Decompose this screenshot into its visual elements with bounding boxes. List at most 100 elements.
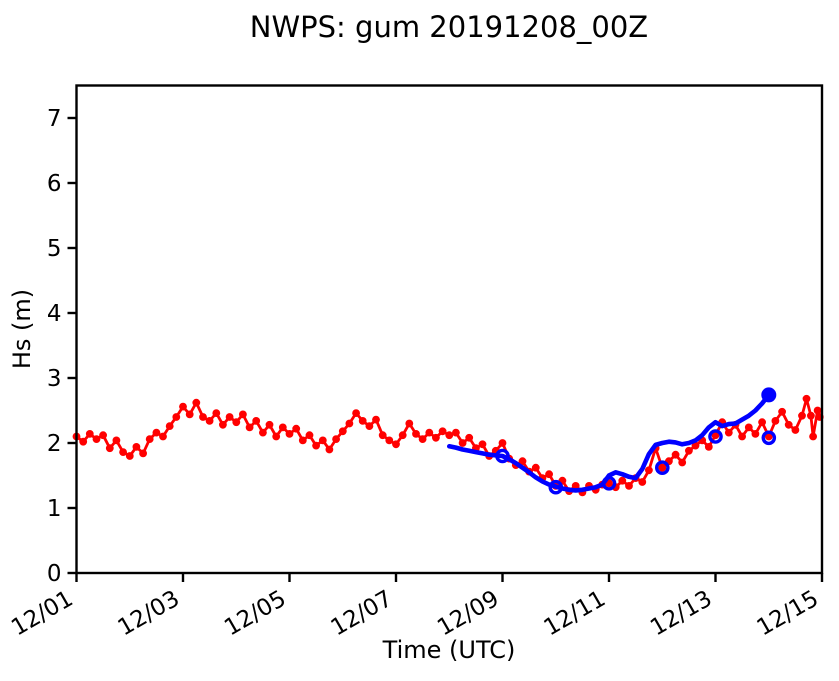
observation-point xyxy=(92,435,101,443)
model-time-marker xyxy=(495,448,510,464)
x-axis-label: Time (UTC) xyxy=(382,636,516,664)
observation-point xyxy=(219,420,227,429)
observation-point xyxy=(478,440,487,449)
observation-point xyxy=(338,427,347,436)
observation-point xyxy=(418,435,427,443)
observation-point xyxy=(638,478,647,486)
y-axis-ticks: 0 1 2 3 4 5 6 7 xyxy=(47,106,77,587)
y-tick-label: 4 xyxy=(47,301,62,327)
y-tick-label: 0 xyxy=(47,561,62,587)
observation-point xyxy=(432,433,440,442)
observation-point xyxy=(531,463,540,472)
observation-point xyxy=(618,476,627,485)
y-axis-label: Hs (m) xyxy=(8,289,36,369)
observation-point xyxy=(378,431,387,440)
model-time-marker xyxy=(761,430,777,446)
observation-point xyxy=(385,436,394,445)
y-tick-label: 5 xyxy=(47,236,62,262)
observation-point xyxy=(445,431,454,440)
observation-point xyxy=(771,417,780,425)
observation-point xyxy=(112,436,121,445)
observation-point xyxy=(305,431,314,440)
observation-point xyxy=(809,432,817,441)
x-tick-label: 12/11 xyxy=(540,586,610,642)
observation-point xyxy=(132,443,141,451)
observation-point xyxy=(292,424,301,433)
x-tick-label: 12/05 xyxy=(220,586,290,642)
observation-point xyxy=(691,441,700,450)
x-axis-ticks: 12/01 12/03 12/05 12/07 12/09 12/11 12/13 12/15 xyxy=(7,573,824,642)
observation-point xyxy=(278,423,287,432)
observation-point xyxy=(259,428,267,437)
y-tick-label: 1 xyxy=(47,496,62,522)
observation-point xyxy=(205,417,214,425)
y-tick-label: 7 xyxy=(47,106,62,132)
observation-point xyxy=(212,409,221,417)
observation-point xyxy=(192,398,201,407)
observation-point xyxy=(312,441,320,450)
observation-point xyxy=(392,440,400,449)
observation-point xyxy=(791,426,800,434)
observation-point xyxy=(152,428,161,437)
observation-point xyxy=(807,411,815,420)
observation-point xyxy=(518,457,527,466)
observation-point xyxy=(758,418,766,427)
observation-point xyxy=(704,443,713,451)
observation-point xyxy=(352,409,360,417)
observation-point xyxy=(671,450,680,459)
x-tick-label: 12/09 xyxy=(433,586,503,642)
observation-point xyxy=(272,432,281,441)
model-forecast-series xyxy=(446,387,777,495)
observation-point xyxy=(265,420,274,429)
model-time-marker xyxy=(601,475,617,491)
observation-point xyxy=(685,446,693,455)
forecast-end-dot xyxy=(761,387,777,403)
y-tick-label: 6 xyxy=(47,171,62,197)
observation-point xyxy=(318,436,327,445)
observation-point xyxy=(145,435,154,443)
observation-point xyxy=(298,436,307,445)
model-time-marker xyxy=(548,479,564,495)
observation-point xyxy=(764,432,773,441)
observation-point xyxy=(465,433,474,442)
observation-point xyxy=(85,430,94,438)
observation-point xyxy=(372,415,380,424)
model-time-marker xyxy=(655,460,670,476)
observation-point xyxy=(332,435,340,443)
observation-point xyxy=(125,452,134,460)
observation-point xyxy=(778,407,786,416)
observation-point xyxy=(365,422,374,430)
model-time-marker xyxy=(708,429,723,444)
observation-point xyxy=(165,422,174,430)
observation-point xyxy=(678,458,687,467)
x-tick-label: 12/03 xyxy=(114,586,184,642)
observation-point xyxy=(99,431,107,440)
observation-point xyxy=(179,402,187,411)
observation-point xyxy=(405,419,414,428)
model-forecast-line xyxy=(446,392,772,493)
observation-point xyxy=(784,420,793,429)
observation-point xyxy=(545,470,553,479)
observation-point xyxy=(438,427,447,436)
observation-point xyxy=(751,430,760,438)
x-tick-label: 12/01 xyxy=(7,586,77,642)
observation-point xyxy=(724,428,733,437)
observation-point xyxy=(105,444,114,453)
y-tick-label: 3 xyxy=(47,366,62,392)
observation-point xyxy=(802,394,811,403)
observation-point xyxy=(625,482,633,490)
observation-point xyxy=(571,482,580,490)
observation-point xyxy=(79,437,88,446)
observation-point xyxy=(325,445,334,454)
observation-point xyxy=(425,428,434,437)
chart-title: NWPS: gum 20191208_00Z xyxy=(250,10,648,44)
observation-point xyxy=(398,431,407,440)
observation-point xyxy=(139,449,148,458)
y-tick-label: 2 xyxy=(47,431,62,457)
x-tick-label: 12/07 xyxy=(327,586,397,642)
observation-point xyxy=(225,413,234,421)
plot-frame xyxy=(75,84,824,575)
observation-point xyxy=(245,423,254,432)
observation-point xyxy=(798,411,806,420)
